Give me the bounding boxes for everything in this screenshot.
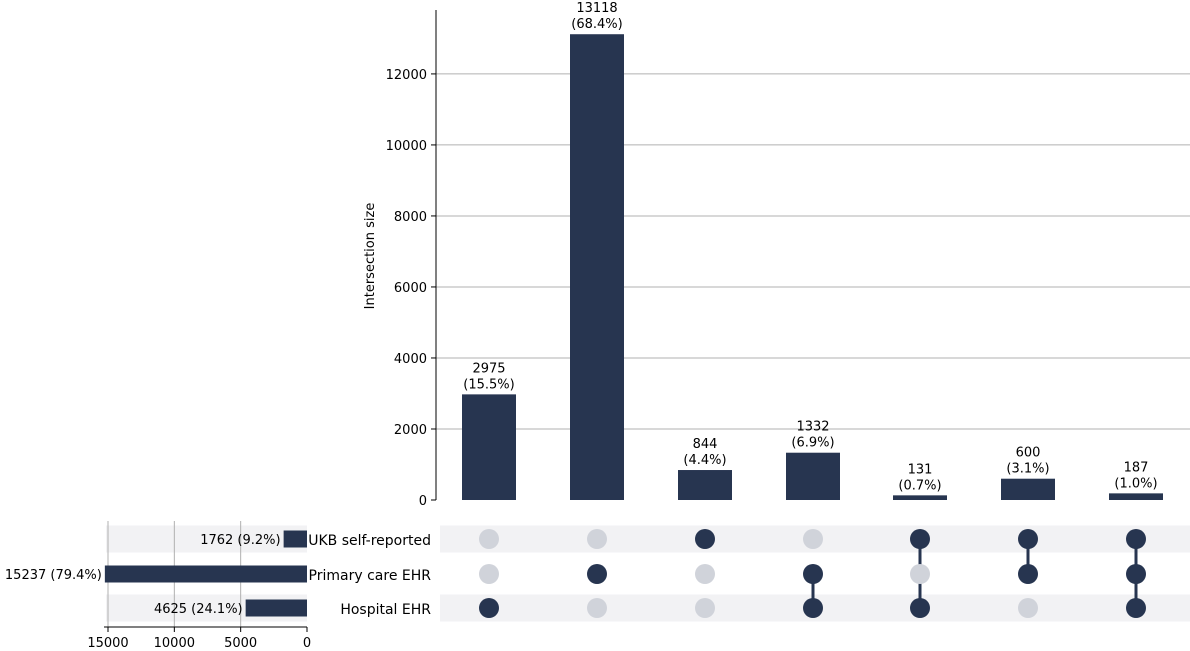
matrix-dot-inactive bbox=[910, 564, 930, 584]
intersection-count-label: 187 bbox=[1124, 460, 1149, 475]
intersection-percent-label: (0.7%) bbox=[898, 478, 941, 493]
set-names: UKB self-reported Primary care EHR Hospita… bbox=[308, 533, 431, 618]
intersection-bar bbox=[678, 470, 732, 500]
set-size-x-axis: 15000 10000 5000 0 bbox=[87, 626, 311, 651]
y-tick-label: 0 bbox=[419, 494, 427, 509]
intersection-bar bbox=[570, 34, 624, 500]
matrix-dot-active bbox=[695, 529, 715, 549]
matrix-dot-active bbox=[1126, 564, 1146, 584]
matrix-dot-active bbox=[1018, 564, 1038, 584]
intersection-y-axis: 0 2000 4000 6000 8000 10000 12000 bbox=[386, 10, 437, 509]
set-size-label: 4625 (24.1%) bbox=[154, 602, 243, 617]
intersection-percent-label: (6.9%) bbox=[791, 436, 834, 451]
intersection-bar bbox=[786, 452, 840, 500]
x-tick-label: 0 bbox=[303, 636, 311, 651]
intersection-bar bbox=[1109, 493, 1163, 500]
y-tick-label: 4000 bbox=[394, 352, 427, 367]
set-size-bars bbox=[104, 530, 307, 617]
matrix-dot-inactive bbox=[479, 564, 499, 584]
membership-matrix bbox=[479, 529, 1146, 618]
matrix-dot-active bbox=[479, 598, 499, 618]
matrix-dot-active bbox=[1126, 529, 1146, 549]
intersection-percent-label: (68.4%) bbox=[571, 17, 622, 32]
x-tick-label: 10000 bbox=[154, 636, 195, 651]
y-tick-label: 6000 bbox=[394, 281, 427, 296]
intersection-percent-label: (15.5%) bbox=[463, 377, 514, 392]
matrix-dot-inactive bbox=[479, 529, 499, 549]
set-size-bar bbox=[104, 565, 307, 583]
intersection-percent-label: (3.1%) bbox=[1006, 462, 1049, 477]
set-size-labels: 1762 (9.2%) 15237 (79.4%) 4625 (24.1%) bbox=[5, 533, 281, 617]
intersection-percent-label: (1.0%) bbox=[1114, 476, 1157, 491]
matrix-dot-inactive bbox=[1018, 598, 1038, 618]
matrix-dot-active bbox=[910, 598, 930, 618]
set-name: UKB self-reported bbox=[308, 533, 431, 549]
intersection-count-label: 2975 bbox=[472, 361, 505, 376]
intersection-count-label: 600 bbox=[1016, 446, 1041, 461]
intersection-grid bbox=[436, 73, 1190, 430]
intersection-bar-labels: 2975(15.5%) 13118(68.4%) 844(4.4%) 1332(6.9… bbox=[463, 1, 1157, 493]
intersection-bar bbox=[1001, 478, 1055, 500]
y-tick-label: 10000 bbox=[386, 139, 427, 154]
matrix-dot-active bbox=[803, 598, 823, 618]
y-tick-label: 2000 bbox=[394, 423, 427, 438]
matrix-dot-active bbox=[1018, 529, 1038, 549]
set-size-label: 15237 (79.4%) bbox=[5, 568, 102, 583]
intersection-count-label: 13118 bbox=[576, 1, 617, 16]
set-size-bar bbox=[245, 599, 307, 617]
intersection-bar bbox=[462, 394, 516, 500]
matrix-dot-inactive bbox=[803, 529, 823, 549]
matrix-dot-active bbox=[587, 564, 607, 584]
intersection-count-label: 131 bbox=[908, 462, 933, 477]
matrix-dot-inactive bbox=[587, 598, 607, 618]
set-name: Primary care EHR bbox=[309, 568, 432, 584]
intersection-bars bbox=[462, 34, 1163, 500]
intersection-percent-label: (4.4%) bbox=[683, 453, 726, 468]
y-axis-title: Intersection size bbox=[363, 203, 378, 310]
set-size-label: 1762 (9.2%) bbox=[200, 533, 280, 548]
x-tick-label: 5000 bbox=[224, 636, 257, 651]
matrix-dot-active bbox=[910, 529, 930, 549]
intersection-count-label: 1332 bbox=[796, 420, 829, 435]
matrix-dot-inactive bbox=[695, 598, 715, 618]
matrix-dot-active bbox=[803, 564, 823, 584]
matrix-dot-inactive bbox=[587, 529, 607, 549]
y-tick-label: 12000 bbox=[386, 68, 427, 83]
y-tick-label: 8000 bbox=[394, 210, 427, 225]
intersection-count-label: 844 bbox=[693, 437, 718, 452]
set-row-shade bbox=[106, 525, 307, 553]
x-tick-label: 15000 bbox=[87, 636, 128, 651]
matrix-dot-active bbox=[1126, 598, 1146, 618]
set-name: Hospital EHR bbox=[340, 602, 431, 618]
matrix-dot-inactive bbox=[695, 564, 715, 584]
set-size-bar bbox=[283, 530, 307, 548]
intersection-bar bbox=[893, 495, 947, 500]
